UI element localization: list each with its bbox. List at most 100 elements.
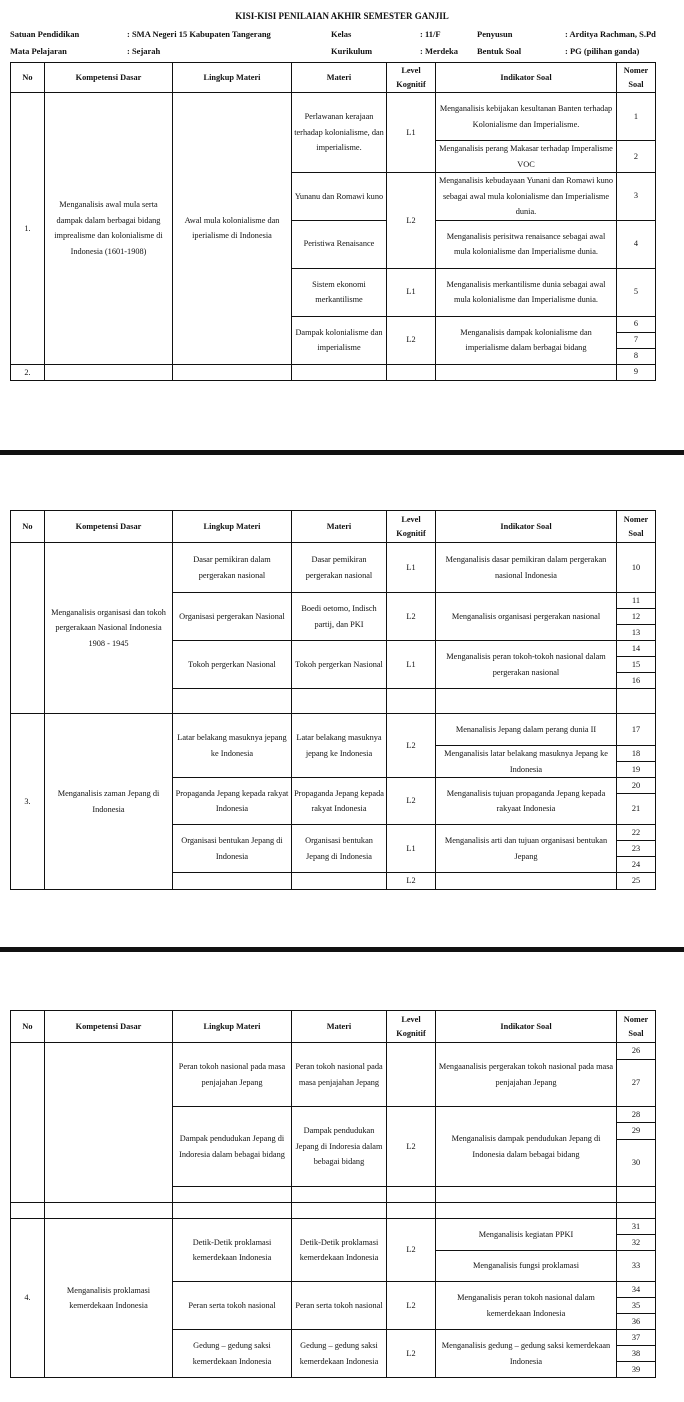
lingkup-materi-cell: Propaganda Jepang kepada rakyat Indonesi…: [172, 777, 292, 825]
label-bentuk-soal: Bentuk Soal: [477, 46, 522, 56]
nomer-soal-cell: 19: [616, 761, 656, 778]
table-row: Menganalisis latar belakang masuknya Jep…: [11, 745, 656, 778]
materi-cell: Peran tokoh nasional pada masa penjajaha…: [291, 1042, 387, 1107]
table-row: 39: [11, 1361, 656, 1378]
indikator-soal-cell: Menganalisis organisasi pergerakan nasio…: [435, 592, 617, 641]
lingkup-materi-cell: [172, 1186, 292, 1203]
nomer-soal-cell: [616, 1202, 656, 1219]
materi-cell: Organisasi bentukan Jepang di Indonesia: [291, 824, 387, 873]
no-cell: [10, 1202, 45, 1219]
page-separator: [0, 947, 684, 952]
nomer-soal-cell: 5: [616, 267, 656, 317]
level-kognitif-cell: [386, 1202, 436, 1219]
level-kognitif-cell: [386, 363, 436, 381]
kisi-table: No Kompetensi Dasar Lingkup Materi Materi Le…: [10, 1010, 656, 1378]
nomer-soal-cell: 8: [616, 347, 656, 365]
table-row: 27: [11, 1059, 656, 1107]
nomer-soal-cell: 21: [616, 793, 656, 825]
page-separator: [0, 450, 684, 455]
nomer-soal-cell: 22: [616, 824, 656, 841]
no-cell: 4.: [10, 1218, 45, 1378]
level-kognitif-cell: L2: [386, 172, 436, 269]
table-row: Menganalisis perang Makasar terhadap Imp…: [11, 140, 656, 173]
table-row: Propaganda Jepang kepada rakyat Indonesi…: [11, 777, 656, 825]
indikator-soal-cell: Menganalisis peran tokoh-tokoh nasional …: [435, 640, 617, 689]
table-row: 4. Menganalisis proklamasi kemerdekaan In…: [10, 1218, 656, 1378]
column-header-materi: Materi: [291, 510, 387, 543]
table-row: Dampak pendudukan Jepang di Indoresia da…: [11, 1106, 656, 1187]
nomer-soal-cell: 3: [616, 172, 656, 221]
materi-cell: Sistem ekonomi merkantilisme: [291, 267, 387, 317]
kompetensi-dasar-cell: Menganalisis organisasi dan tokoh perger…: [44, 542, 173, 714]
table-row: 1. Menganalisis awal mula serta dampak da…: [10, 92, 656, 365]
label-penyusun: Penyusun: [477, 29, 513, 39]
indikator-soal-cell: Menganalisis kegiatan PPKI: [435, 1218, 617, 1251]
level-kognitif-cell: L2: [386, 592, 436, 641]
materi-cell: [291, 363, 387, 381]
nomer-soal-cell: 31: [616, 1218, 656, 1235]
label-kurikulum: Kurikulum: [331, 46, 373, 56]
level-kognitif-cell: L1: [386, 824, 436, 873]
column-header-indikator-soal: Indikator Soal: [435, 510, 617, 543]
indikator-soal-cell: Menganalisis kebijakan kesultanan Banten…: [435, 92, 617, 141]
materi-cell: Tokoh pergerkan Nasional: [291, 640, 387, 689]
column-header-nomer-soal: Nomer Soal: [616, 1010, 656, 1043]
no-cell: 2.: [10, 363, 45, 381]
column-header-kompetensi-dasar: Kompetensi Dasar: [44, 1010, 173, 1043]
indikator-soal-cell: Menganalisis latar belakang masuknya Jep…: [435, 745, 617, 778]
label-mata-pelajaran: Mata Pelajaran: [10, 46, 67, 56]
level-kognitif-cell: L1: [386, 92, 436, 173]
column-header-materi: Materi: [291, 1010, 387, 1043]
nomer-soal-cell: 28: [616, 1106, 656, 1123]
column-header-nomer-soal: Nomer Soal: [616, 510, 656, 543]
nomer-soal-cell: 13: [616, 624, 656, 641]
table-row: 32: [11, 1234, 656, 1251]
value-bentuk-soal: : PG (pilihan ganda): [565, 46, 640, 56]
materi-cell: Peristiwa Renaisance: [291, 219, 387, 269]
no-cell: 1.: [10, 92, 45, 365]
nomer-soal-cell: 24: [616, 856, 656, 873]
indikator-soal-cell: [435, 1202, 617, 1219]
level-kognitif-cell: [386, 1186, 436, 1203]
materi-cell: Yunanu dan Romawi kuno: [291, 172, 387, 221]
table-row: Dampak kolonialisme dan imperialisme L2 Me…: [11, 315, 656, 365]
table-header-row: No Kompetensi Dasar Lingkup Materi Materi Le…: [10, 510, 656, 543]
indikator-soal-cell: Mengaanalisis pergerakan tokoh nasional …: [435, 1042, 617, 1107]
column-header-indikator-soal: Indikator Soal: [435, 1010, 617, 1043]
level-kognitif-cell: [386, 1042, 436, 1107]
lingkup-materi-cell: Detik-Detik proklamasi kemerdekaan Indon…: [172, 1218, 292, 1282]
nomer-soal-cell: 9: [616, 363, 656, 381]
nomer-soal-cell: 7: [616, 331, 656, 349]
nomer-soal-cell: 16: [616, 672, 656, 689]
nomer-soal-cell: 10: [616, 542, 656, 593]
column-header-level-kognitif: Level Kognitif: [386, 62, 436, 93]
table-row: Peran tokoh nasional pada masa penjajaha…: [10, 1042, 656, 1203]
lingkup-materi-cell: Tokoh pergerkan Nasional: [172, 640, 292, 689]
indikator-soal-cell: [435, 872, 617, 890]
nomer-soal-cell: 35: [616, 1297, 656, 1314]
nomer-soal-cell: 11: [616, 592, 656, 609]
nomer-soal-cell: 20: [616, 777, 656, 794]
nomer-soal-cell: 12: [616, 608, 656, 625]
level-kognitif-cell: L1: [386, 267, 436, 317]
lingkup-materi-cell: [172, 1202, 292, 1219]
level-kognitif-cell: L2: [386, 713, 436, 778]
column-header-lingkup-materi: Lingkup Materi: [172, 510, 292, 543]
column-header-no: No: [10, 510, 45, 543]
materi-cell: Gedung – gedung saksi kemerdekaan Indone…: [291, 1329, 387, 1378]
level-kognitif-cell: L1: [386, 640, 436, 689]
nomer-soal-cell: [616, 688, 656, 714]
indikator-soal-cell: [435, 1186, 617, 1203]
materi-cell: Perlawanan kerajaan terhadap kolonialism…: [291, 92, 387, 173]
column-header-kompetensi-dasar: Kompetensi Dasar: [44, 510, 173, 543]
table-row: [10, 1202, 656, 1219]
nomer-soal-cell: 17: [616, 713, 656, 746]
table-row: [11, 688, 656, 714]
lingkup-materi-cell: Dampak pendudukan Jepang di Indoresia da…: [172, 1106, 292, 1187]
value-mata-pelajaran: : Sejarah: [127, 46, 161, 56]
materi-cell: Latar belakang masuknya jepang ke Indone…: [291, 713, 387, 778]
indikator-soal-cell: Menganalisis gedung – gedung saksi kemer…: [435, 1329, 617, 1378]
nomer-soal-cell: 38: [616, 1345, 656, 1362]
materi-cell: Detik-Detik proklamasi kemerdekaan Indon…: [291, 1218, 387, 1282]
nomer-soal-cell: 37: [616, 1329, 656, 1346]
